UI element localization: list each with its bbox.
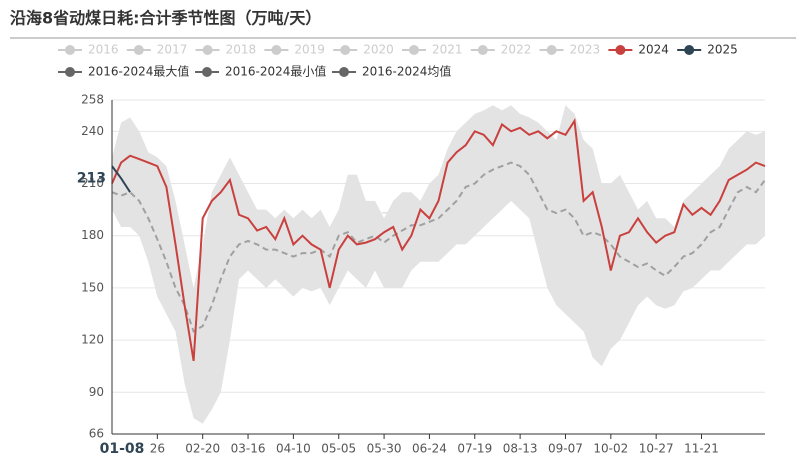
range-band — [112, 105, 765, 424]
chart-title: 沿海8省动煤日耗:合计季节性图（万吨/天） — [10, 9, 321, 28]
y-tick-label: 150 — [81, 280, 104, 294]
legend-label[interactable]: 2020 — [363, 43, 394, 57]
legend-icon[interactable] — [202, 67, 212, 77]
legend-label[interactable]: 2016 — [88, 43, 119, 57]
legend-icon[interactable] — [340, 45, 351, 55]
legend-label[interactable]: 2016-2024均值 — [362, 64, 451, 79]
series-line — [111, 161, 766, 333]
legend-icon[interactable] — [133, 45, 144, 55]
x-tick-label: 10-02 — [593, 442, 628, 456]
x-tick-label: 02-20 — [185, 442, 220, 456]
legend-label[interactable]: 2019 — [294, 43, 325, 57]
y-tick-label: 210 — [81, 176, 104, 190]
y-tick-label: 66 — [89, 427, 104, 441]
legend-label[interactable]: 2025 — [707, 43, 738, 57]
legend-label[interactable]: 2016-2024最大值 — [88, 64, 189, 79]
legend-label[interactable]: 2018 — [226, 43, 257, 57]
pointer-x-label: 01-08 — [100, 441, 145, 457]
y-tick-label: 90 — [89, 385, 104, 399]
legend-icon[interactable] — [477, 45, 488, 55]
x-tick-label: 05-05 — [321, 442, 356, 456]
x-tick-label: 04-10 — [276, 442, 311, 456]
x-tick-label: 11-21 — [684, 442, 719, 456]
legend-label[interactable]: 2021 — [432, 43, 463, 57]
legend-icon[interactable] — [546, 45, 557, 55]
x-tick-label: 05-30 — [367, 442, 402, 456]
pointer-y-label: 213 — [77, 170, 106, 186]
legend-label[interactable]: 2022 — [501, 43, 532, 57]
x-tick-label: 07-19 — [457, 442, 492, 456]
y-tick-label: 120 — [81, 333, 104, 347]
series-line — [111, 165, 131, 193]
x-tick-label: 03-16 — [231, 442, 266, 456]
legend-icon[interactable] — [684, 45, 695, 55]
legend-icon[interactable] — [65, 67, 75, 77]
legend-label[interactable]: 2023 — [570, 43, 601, 57]
x-tick-label: 06-24 — [412, 442, 447, 456]
legend-icon[interactable] — [409, 45, 419, 55]
x-tick-label: 09-07 — [548, 442, 583, 456]
x-tick-label: 08-13 — [503, 442, 538, 456]
legend-label[interactable]: 2016-2024最小值 — [225, 64, 326, 79]
legend-icon[interactable] — [65, 45, 75, 55]
legend-icon[interactable] — [271, 45, 282, 55]
y-tick-label: 258 — [81, 93, 104, 107]
y-tick-label: 180 — [81, 228, 104, 242]
legend-label[interactable]: 2017 — [157, 43, 188, 57]
legend-icon[interactable] — [202, 45, 213, 55]
x-tick-label: 10-27 — [639, 442, 674, 456]
legend-icon[interactable] — [339, 67, 349, 77]
legend-icon[interactable] — [615, 45, 626, 55]
series-line — [111, 118, 766, 362]
y-tick-label: 240 — [81, 124, 104, 138]
legend-label[interactable]: 2024 — [638, 43, 669, 57]
x-tick-label: 26 — [150, 442, 165, 456]
